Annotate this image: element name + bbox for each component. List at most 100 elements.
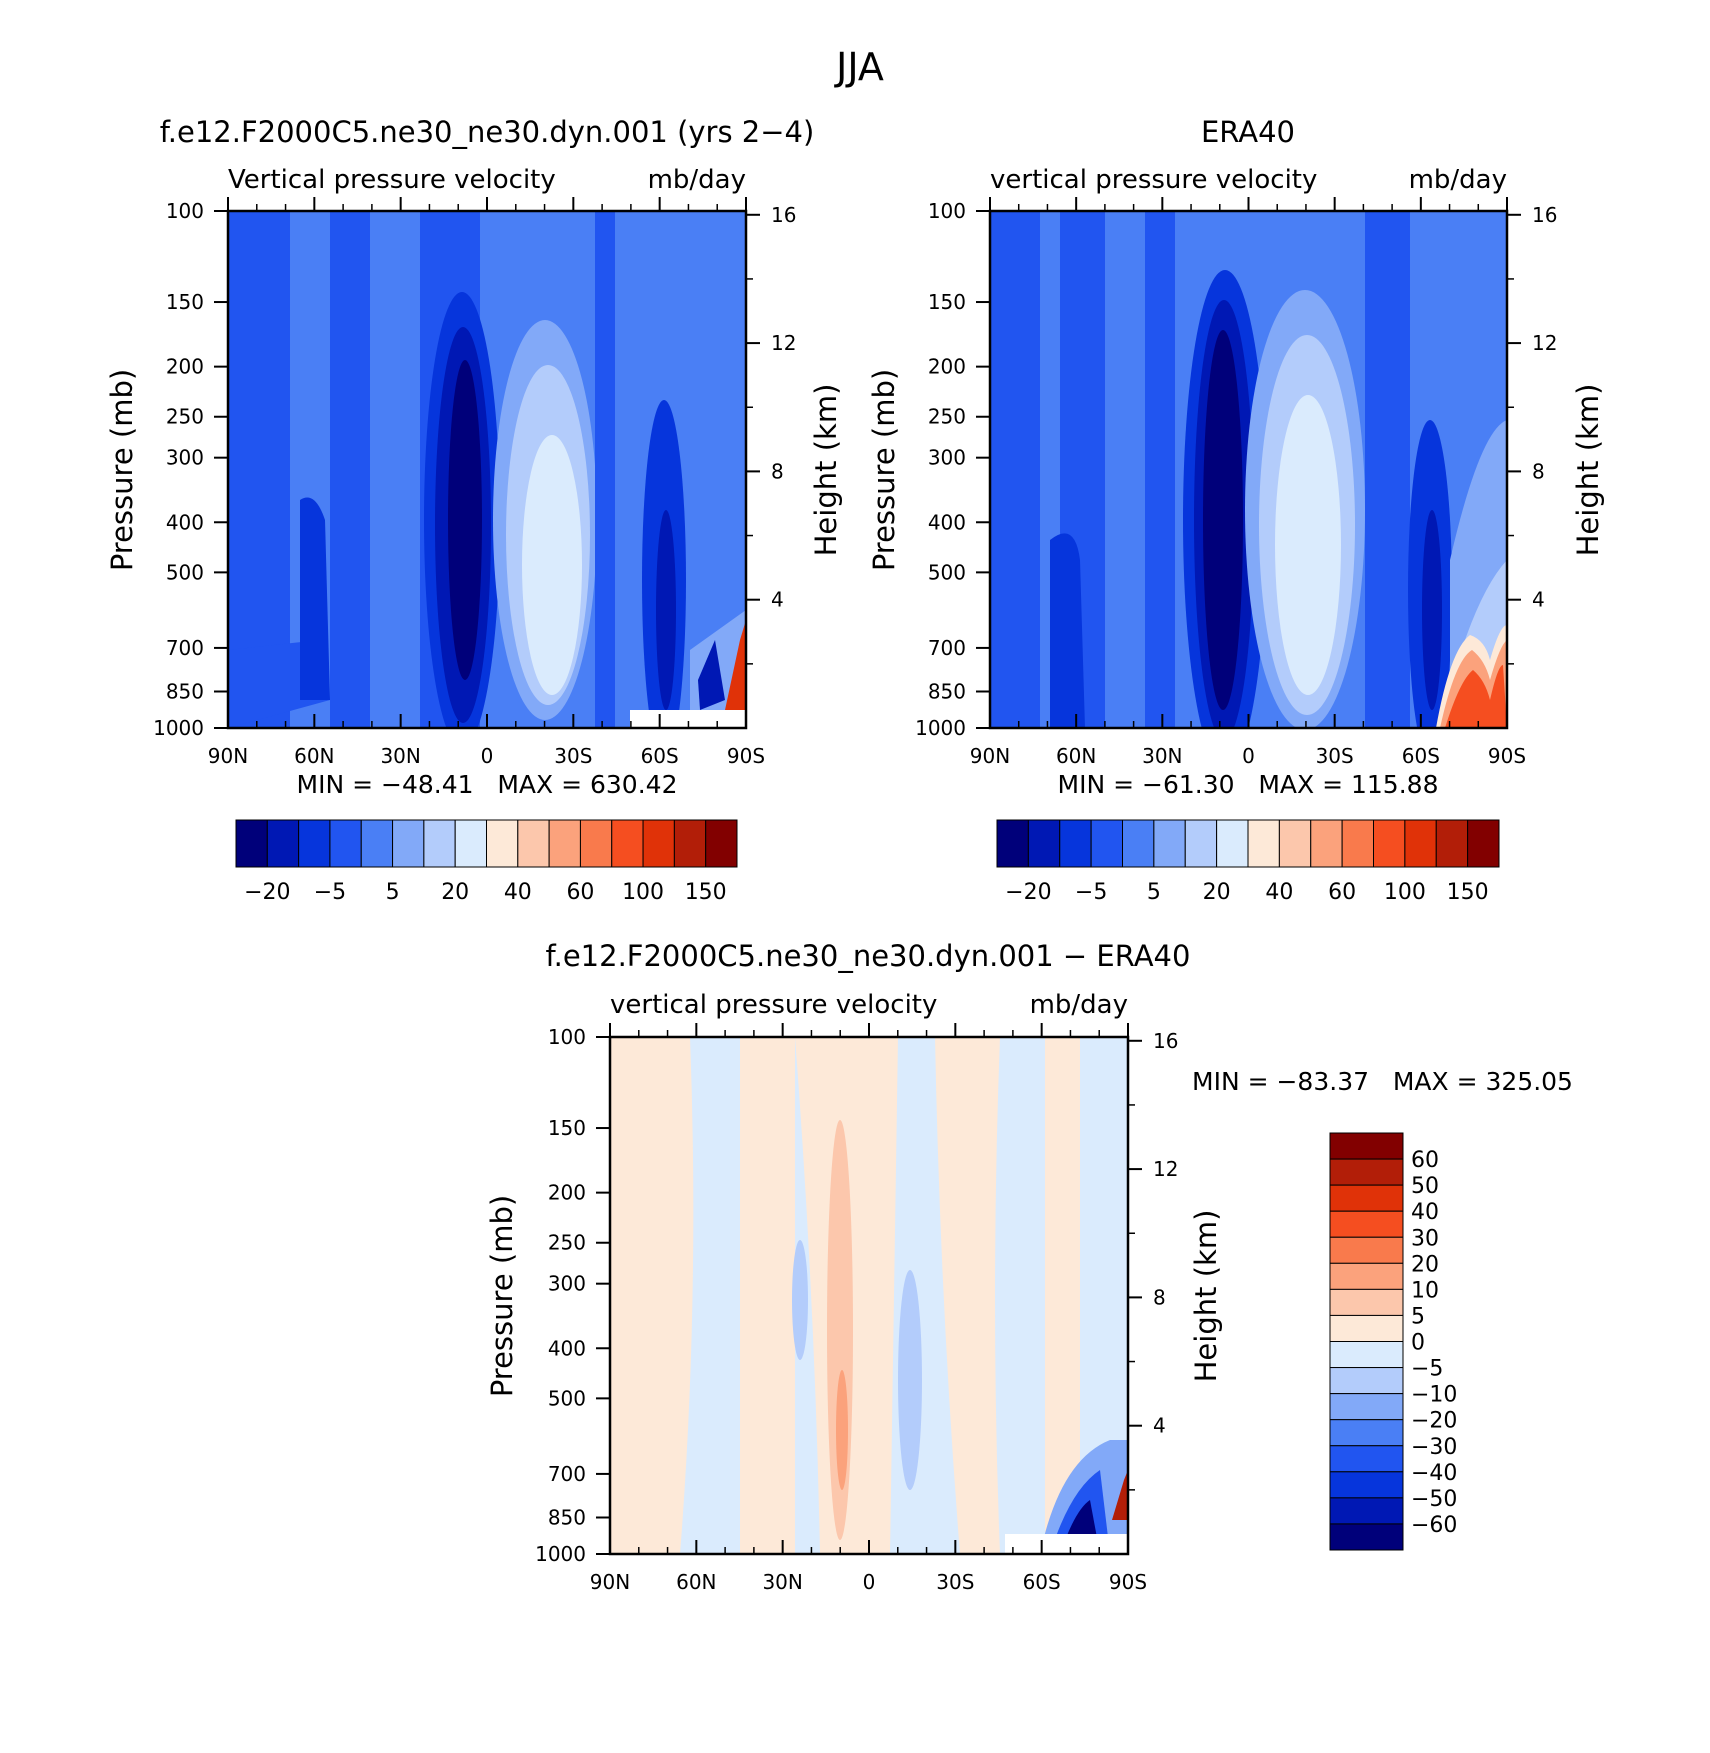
x-tick-label: 90N xyxy=(970,744,1010,768)
colorbar-box xyxy=(1329,1419,1404,1447)
colorbar-box xyxy=(1329,1445,1404,1473)
y-tick-label: 400 xyxy=(928,510,966,534)
colorbar-label: 20 xyxy=(1203,880,1231,905)
panel-model: f.e12.F2000C5.ne30_ne30.dyn.001 (yrs 2−4… xyxy=(105,115,843,905)
y2-tick-label: 12 xyxy=(1532,331,1557,355)
panel-era40-field xyxy=(990,211,1507,728)
y-tick-label: 300 xyxy=(548,1272,586,1296)
panel-era40-axes: 90N 60N 30N 0 30S 60S 90S 100 150 200 250 300 400 500… xyxy=(915,197,1557,768)
colorbar-box xyxy=(1435,819,1469,868)
diff-warm-north xyxy=(610,1037,694,1554)
panel-diff: f.e12.F2000C5.ne30_ne30.dyn.001 − ERA40 … xyxy=(485,939,1573,1594)
colorbar-box xyxy=(1310,819,1343,868)
colorbar-box xyxy=(1329,1158,1404,1186)
model-antarctic-core xyxy=(698,640,725,710)
colorbar-label: 100 xyxy=(1384,880,1426,905)
model-band-northpole xyxy=(228,211,290,728)
y-tick-label: 500 xyxy=(548,1386,586,1410)
x-tick-label: 60N xyxy=(1056,744,1096,768)
y2-tick-label: 12 xyxy=(1153,1157,1178,1181)
colorbar-box xyxy=(1329,1497,1404,1525)
era40-band-n40 xyxy=(1145,211,1175,728)
panel-diff-stats: MIN = −83.37 MAX = 325.05 xyxy=(1192,1067,1573,1096)
y-tick-label: 200 xyxy=(166,355,204,379)
y-tick-label: 700 xyxy=(548,1462,586,1486)
colorbar-box xyxy=(298,819,331,868)
model-band-s30 xyxy=(595,211,615,728)
model-band-n75 xyxy=(330,211,370,728)
y-tick-label: 500 xyxy=(166,560,204,584)
y-tick-label: 250 xyxy=(548,1231,586,1255)
diff-warm-n40 xyxy=(740,1037,795,1554)
colorbar-label: 100 xyxy=(622,880,664,905)
panel-model-y2label: Height (km) xyxy=(809,384,843,557)
panel-era40-title: ERA40 xyxy=(1201,115,1295,149)
colorbar-box xyxy=(1329,1236,1404,1264)
colorbar-label: 60 xyxy=(566,880,594,905)
era40-subsidence-3 xyxy=(1275,395,1341,695)
era40-itcz-core xyxy=(1203,330,1243,710)
colorbar-box xyxy=(1329,1341,1404,1369)
colorbar-label: 5 xyxy=(1147,880,1161,905)
colorbar-label: 20 xyxy=(441,880,469,905)
panel-era40-y2label: Height (km) xyxy=(1571,384,1605,557)
colorbar-box xyxy=(705,819,738,868)
x-tick-label: 30N xyxy=(762,1570,802,1594)
y-tick-label: 700 xyxy=(928,636,966,660)
colorbar-box xyxy=(673,819,707,868)
colorbar-box xyxy=(1184,819,1218,868)
y2-tick-label: 12 xyxy=(771,331,796,355)
colorbar-box xyxy=(392,819,425,868)
y-tick-label: 250 xyxy=(166,405,204,429)
panel-model-stats: MIN = −48.41 MAX = 630.42 xyxy=(297,770,678,799)
model-midlat-north xyxy=(300,497,330,700)
y-tick-label: 100 xyxy=(166,199,204,223)
y-tick-label: 300 xyxy=(166,446,204,470)
y-tick-label: 1000 xyxy=(535,1542,586,1566)
x-tick-label: 60N xyxy=(676,1570,716,1594)
y-tick-label: 1000 xyxy=(153,716,204,740)
panel-era40-colorbar: −20 −5 5 20 40 60 100 150 xyxy=(996,819,1500,905)
y2-tick-label: 8 xyxy=(1153,1285,1166,1309)
colorbar-label: −20 xyxy=(244,880,290,905)
colorbar-box xyxy=(1341,819,1374,868)
colorbar-label: −5 xyxy=(314,880,346,905)
colorbar-box xyxy=(579,819,613,868)
x-tick-label: 60N xyxy=(294,744,334,768)
colorbar-box xyxy=(1329,1184,1404,1212)
y-tick-label: 150 xyxy=(928,290,966,314)
x-tick-label: 30S xyxy=(554,744,592,768)
y2-tick-label: 8 xyxy=(771,459,784,483)
x-tick-label: 90S xyxy=(1488,744,1526,768)
colorbar-box xyxy=(1059,819,1092,868)
era40-antarctic-warm3 xyxy=(1445,665,1507,728)
x-tick-label: 90S xyxy=(1109,1570,1147,1594)
panel-model-axes: 90N 60N 30N 0 30S 60S 90S 100 150 200 250 300 400 500… xyxy=(153,197,796,768)
colorbar-box xyxy=(1247,819,1280,868)
colorbar-box xyxy=(1329,1367,1404,1395)
x-tick-label: 60S xyxy=(1023,1570,1061,1594)
colorbar-box xyxy=(1153,819,1186,868)
panel-model-title: f.e12.F2000C5.ne30_ne30.dyn.001 (yrs 2−4… xyxy=(160,115,815,149)
colorbar-label: 5 xyxy=(1411,1304,1425,1329)
colorbar-box xyxy=(1278,819,1312,868)
colorbar-label: 60 xyxy=(1411,1148,1439,1173)
model-itcz-core xyxy=(448,360,482,680)
panel-diff-title: f.e12.F2000C5.ne30_ne30.dyn.001 − ERA40 xyxy=(546,939,1191,973)
era40-midlat-north xyxy=(1050,533,1085,728)
colorbar-box xyxy=(642,819,675,868)
panel-model-field xyxy=(228,211,746,728)
y2-tick-label: 8 xyxy=(1532,459,1545,483)
diff-warm-s30 xyxy=(935,1037,1000,1554)
y-tick-label: 250 xyxy=(928,405,966,429)
panel-diff-y2label: Height (km) xyxy=(1189,1210,1223,1383)
x-tick-label: 0 xyxy=(863,1570,876,1594)
x-tick-label: 0 xyxy=(1242,744,1255,768)
colorbar-box xyxy=(266,819,300,868)
panel-era40: ERA40 vertical pressure velocity mb/day xyxy=(867,115,1605,905)
colorbar-label: 50 xyxy=(1411,1174,1439,1199)
panel-diff-ylabel: Pressure (mb) xyxy=(485,1195,519,1397)
colorbar-box xyxy=(1027,819,1061,868)
colorbar-label: 40 xyxy=(1265,880,1293,905)
colorbar-box xyxy=(1329,1132,1404,1160)
